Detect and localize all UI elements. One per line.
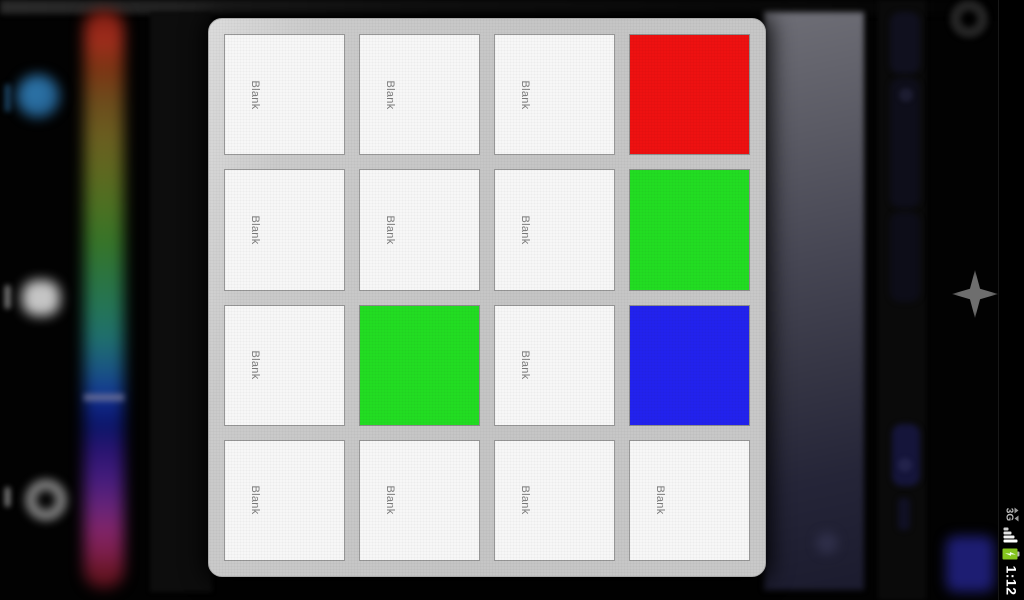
palette-cell-label: Blank <box>384 485 396 515</box>
palette-cell-7[interactable]: Blank <box>494 169 615 291</box>
palette-cell-16[interactable]: Blank <box>629 439 750 561</box>
palette-cell-label: Blank <box>519 80 531 110</box>
saved-colors-grid: Blank Blank Blank Blank Blank Blank Blan… <box>224 34 750 561</box>
background-canvas-dot <box>816 532 838 554</box>
palette-cell-label: Blank <box>519 350 531 380</box>
data-arrows-icon <box>1015 507 1019 522</box>
hue-slider[interactable] <box>84 10 124 588</box>
palette-cell-label: Blank <box>249 215 261 245</box>
palette-cell-1[interactable]: Blank <box>224 34 345 156</box>
circle-button-icon[interactable] <box>950 0 988 38</box>
right-toolbar-button[interactable] <box>890 212 920 302</box>
signal-strength-icon <box>1004 527 1019 543</box>
background-top-bar <box>0 0 1024 14</box>
right-toolbar-mark <box>898 498 910 530</box>
palette-cell-10[interactable] <box>359 304 480 426</box>
palette-cell-15[interactable]: Blank <box>494 439 615 561</box>
ring-icon[interactable] <box>26 480 66 520</box>
arrow-down-icon <box>1015 515 1019 522</box>
palette-cell-12[interactable] <box>629 304 750 426</box>
palette-cell-3[interactable]: Blank <box>494 34 615 156</box>
palette-cell-8[interactable] <box>629 169 750 291</box>
mobile-data-3g-icon: 3G <box>1004 507 1019 522</box>
palette-icon[interactable] <box>22 280 60 316</box>
palette-cell-label: Blank <box>249 485 261 515</box>
palette-cell-label: Blank <box>384 80 396 110</box>
palette-cell-11[interactable]: Blank <box>494 304 615 426</box>
clock: 1:12 <box>1003 565 1020 596</box>
status-bar <box>998 0 1024 600</box>
left-tick-mark <box>5 285 10 309</box>
palette-cell-label: Blank <box>519 485 531 515</box>
left-tick-mark <box>5 487 10 507</box>
brush-icon[interactable] <box>16 74 60 118</box>
saved-colors-dialog: Blank Blank Blank Blank Blank Blank Blan… <box>208 18 766 577</box>
palette-cell-label: Blank <box>249 350 261 380</box>
arrow-up-icon <box>1015 507 1019 514</box>
battery-charging-icon <box>1003 548 1020 560</box>
right-toolbar-button[interactable] <box>892 424 920 486</box>
palette-cell-6[interactable]: Blank <box>359 169 480 291</box>
right-toolbar-button[interactable] <box>890 12 920 74</box>
sparkle-icon[interactable] <box>952 270 998 318</box>
blue-tile-icon[interactable] <box>946 536 994 592</box>
lightning-bolt-icon <box>1005 550 1016 557</box>
palette-cell-label: Blank <box>249 80 261 110</box>
palette-cell-4[interactable] <box>629 34 750 156</box>
background-canvas-edge <box>150 12 212 592</box>
status-bar-cluster: 3G 1:12 <box>1000 471 1024 596</box>
palette-cell-13[interactable]: Blank <box>224 439 345 561</box>
palette-cell-5[interactable]: Blank <box>224 169 345 291</box>
palette-cell-label: Blank <box>654 485 666 515</box>
network-type-label: 3G <box>1004 507 1015 522</box>
palette-cell-14[interactable]: Blank <box>359 439 480 561</box>
palette-cell-label: Blank <box>384 215 396 245</box>
right-toolbar-dot <box>899 88 913 102</box>
hue-slider-thumb[interactable] <box>84 394 124 401</box>
right-toolbar-dot <box>898 458 912 472</box>
background-canvas <box>764 12 864 590</box>
palette-cell-9[interactable]: Blank <box>224 304 345 426</box>
palette-cell-label: Blank <box>519 215 531 245</box>
left-tick-mark <box>5 84 10 112</box>
palette-cell-2[interactable]: Blank <box>359 34 480 156</box>
